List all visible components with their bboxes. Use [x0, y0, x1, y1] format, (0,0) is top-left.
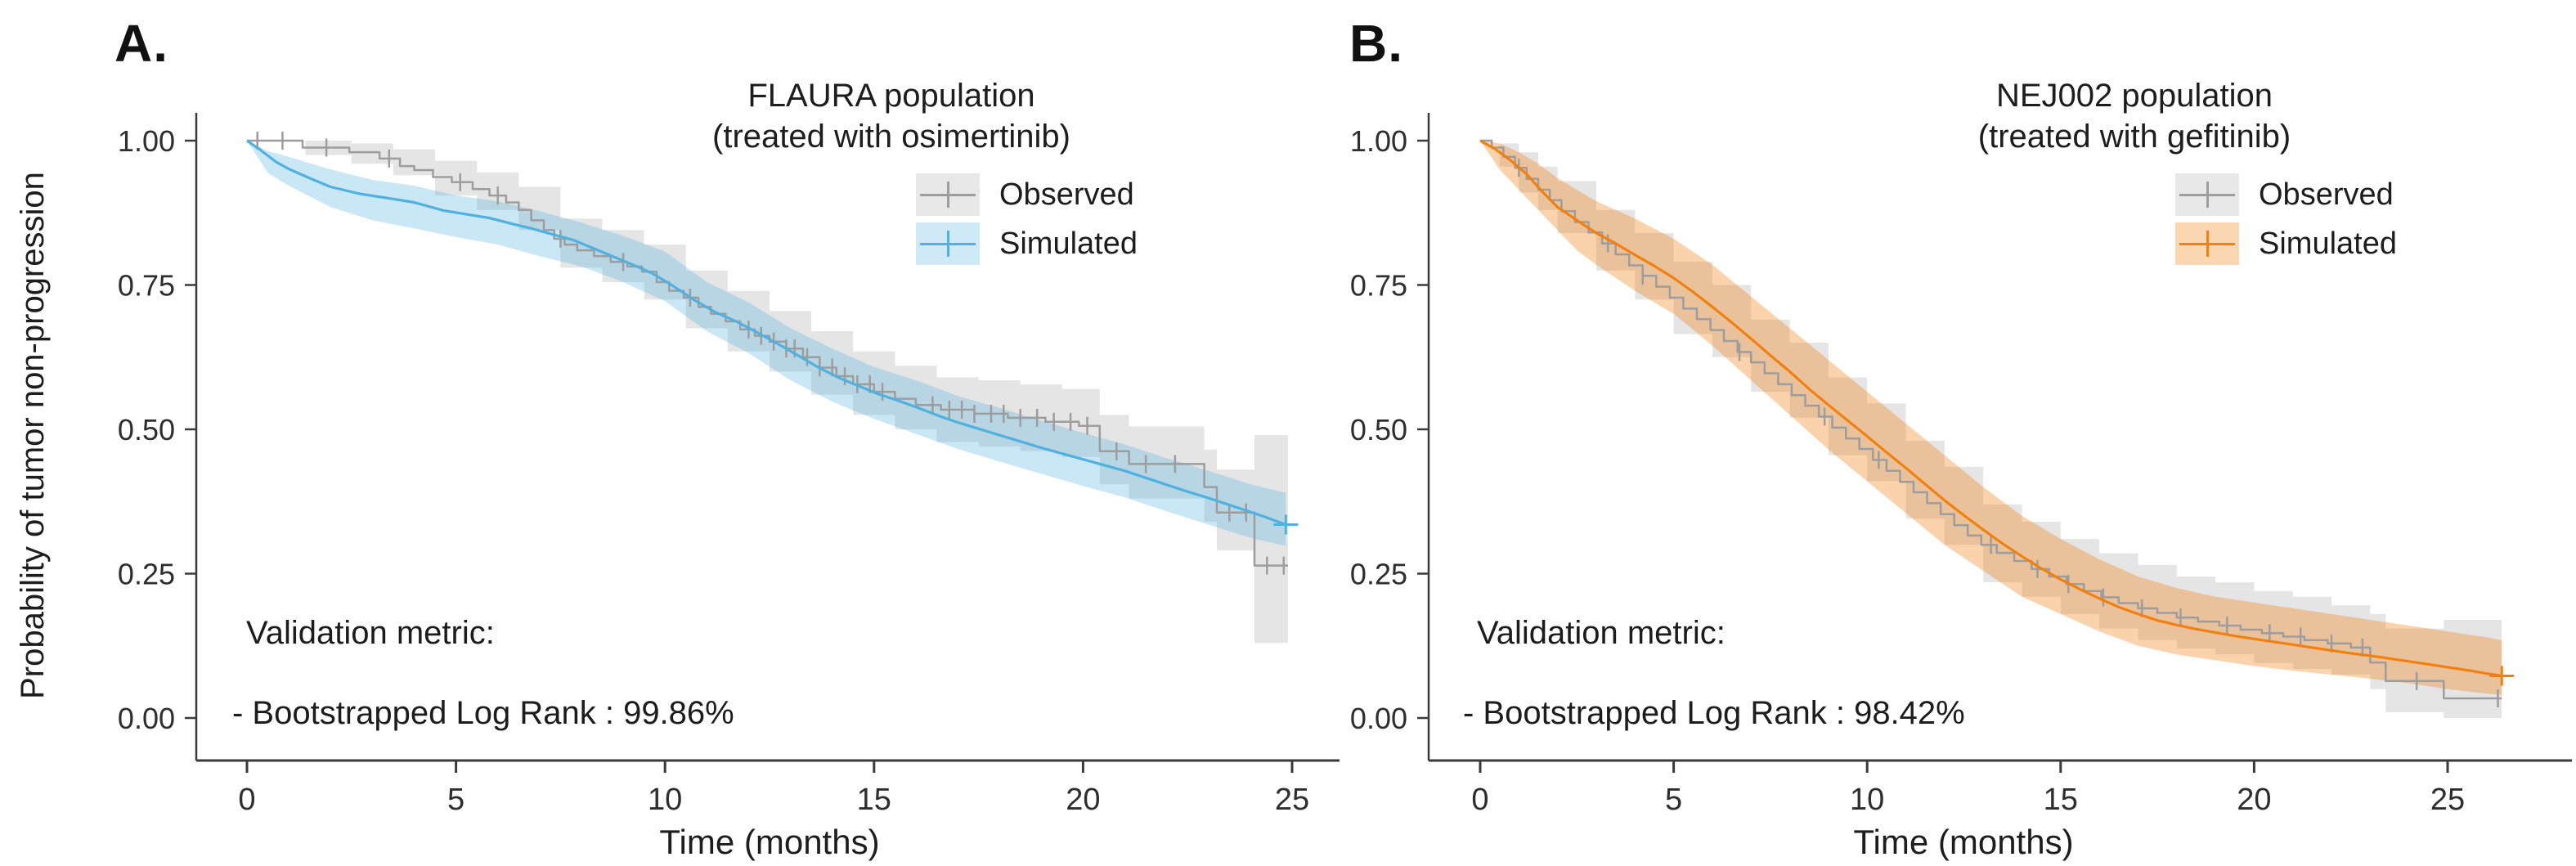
observed-key-swatch: [916, 173, 980, 216]
observed-confidence-band: [247, 141, 1288, 644]
y-axis-title: Probability of tumor non-progression: [7, 110, 59, 761]
x-tick-label: 20: [1066, 783, 1100, 817]
x-tick-label: 5: [447, 783, 464, 817]
x-tick-label: 10: [648, 783, 682, 817]
legend-row-observed: Observed: [2175, 173, 2397, 216]
panel-a-plot: [246, 132, 1299, 644]
simulated-confidence-band: [1480, 141, 2502, 695]
panel-a-annotation-title: Validation metric:: [246, 615, 495, 651]
panel-b-title-block: NEJ002 population (treated with gefitini…: [1848, 75, 2421, 157]
x-tick-label: 20: [2237, 783, 2271, 817]
x-tick-label: 25: [1275, 783, 1309, 817]
legend-row-observed: Observed: [916, 173, 1138, 216]
panel-a-annotation-value: - Bootstrapped Log Rank : 99.86%: [232, 695, 734, 731]
y-axis-title-text: Probability of tumor non-progression: [14, 172, 51, 699]
simulated-curve: [1479, 139, 2502, 678]
x-tick-label: 0: [1471, 783, 1488, 817]
panel-a-axes: 0 5 10 15 20 25 1.00 0.75 0.50 0.25 0.00: [118, 113, 1340, 817]
panel-a-legend: Observed Simulated: [916, 173, 1138, 271]
x-tick-label: 15: [2044, 783, 2078, 817]
y-tick-label: 1.00: [1350, 124, 1407, 158]
panel-a-letter: A.: [114, 14, 168, 73]
panel-b-subtitle: (treated with gefitinib): [1977, 119, 2291, 155]
legend-label-observed: Observed: [2259, 177, 2394, 212]
y-tick-label: 0.00: [118, 702, 175, 735]
legend-label-simulated: Simulated: [999, 226, 1138, 261]
panel-b-annotation-title: Validation metric:: [1477, 615, 1726, 651]
panel-b-axes: 0 5 10 15 20 25 1.00 0.75 0.50 0.25 0.00: [1350, 113, 2572, 817]
x-tick-label: 0: [238, 783, 255, 817]
panel-b-annotation: Validation metric: - Bootstrapped Log Ra…: [1463, 613, 1965, 733]
simulated-key-swatch: [2175, 222, 2239, 265]
panel-a-annotation: Validation metric: - Bootstrapped Log Ra…: [232, 613, 734, 733]
y-tick-label: 0.00: [1350, 702, 1407, 735]
y-tick-label: 1.00: [118, 124, 175, 158]
panel-b-plot: [1479, 139, 2515, 718]
x-tick-label: 25: [2430, 783, 2465, 817]
x-tick-label: 5: [1665, 783, 1682, 817]
observed-key-swatch: [2175, 173, 2239, 216]
panel-a-title-block: FLAURA population (treated with osimerti…: [605, 75, 1178, 157]
y-tick-label: 0.50: [118, 413, 175, 446]
legend-row-simulated: Simulated: [2175, 222, 2397, 265]
y-tick-label: 0.25: [1350, 558, 1407, 591]
simulated-curve: [246, 139, 1286, 527]
legend-label-simulated: Simulated: [2259, 226, 2397, 261]
y-tick-label: 0.75: [1350, 269, 1407, 303]
x-tick-label: 15: [857, 783, 891, 817]
panel-b-legend: Observed Simulated: [2175, 173, 2397, 271]
y-tick-label: 0.25: [118, 558, 175, 591]
legend-label-observed: Observed: [999, 177, 1134, 212]
y-tick-label: 0.50: [1350, 413, 1407, 446]
panel-a-title: FLAURA population: [747, 78, 1035, 114]
panel-b-annotation-value: - Bootstrapped Log Rank : 98.42%: [1463, 695, 1965, 731]
observed-confidence-band: [1480, 141, 2502, 718]
simulated-key-swatch: [916, 222, 980, 265]
censor-plus-icon: [946, 231, 949, 257]
panel-b-letter: B.: [1349, 14, 1403, 73]
panel-b-title: NEJ002 population: [1995, 78, 2273, 114]
censor-plus-icon: [2206, 182, 2209, 208]
panel-a-x-axis-title: Time (months): [659, 823, 880, 861]
simulated-confidence-band: [247, 141, 1286, 546]
panel-a-subtitle: (treated with osimertinib): [712, 119, 1070, 155]
censor-plus-icon: [2206, 231, 2209, 257]
y-tick-label: 0.75: [118, 269, 175, 303]
x-tick-label: 10: [1850, 783, 1884, 817]
censor-plus-icon: [946, 182, 949, 208]
panel-b-x-axis-title: Time (months): [1853, 823, 2074, 861]
legend-row-simulated: Simulated: [916, 222, 1138, 265]
